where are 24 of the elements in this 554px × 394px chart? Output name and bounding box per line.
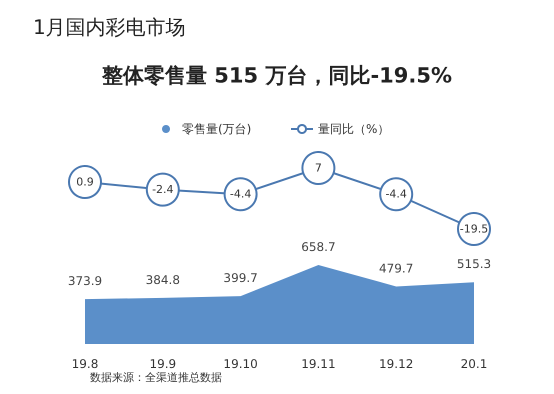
x-tick-label: 19.12 (379, 357, 414, 371)
data-label: 515.3 (456, 257, 492, 272)
point (301, 151, 336, 185)
data-label: 479.7 (379, 261, 414, 276)
legend-label: 零售量(万台) (182, 122, 252, 136)
source-note: 数据来源：全渠道推总数据 (90, 371, 222, 384)
data-label: -4.4 (385, 188, 407, 201)
data-label: -4.4 (230, 188, 252, 201)
x-tick-label: 19.11 (301, 357, 336, 371)
x-tick-label: 20.1 (460, 357, 488, 371)
x-tick-label: 19.8 (72, 357, 98, 371)
data-label: 373.9 (68, 274, 102, 288)
x-tick-label: 19.10 (223, 357, 258, 371)
data-label: 384.8 (146, 272, 180, 287)
data-label: 0.9 (76, 176, 94, 189)
legend-label: 量同比（%） (318, 122, 390, 136)
data-label: 399.7 (223, 271, 258, 286)
chart-subtitle: 整体零售量 515 万台，同比-19.5% (100, 64, 452, 88)
x-tick-label: 19.9 (149, 357, 176, 371)
data-label: 658.7 (301, 240, 336, 254)
data-label: -2.4 (152, 183, 174, 196)
data-label: -19.5 (460, 222, 488, 236)
data-label: 7 (314, 162, 322, 174)
chart-title: 1月国内彩电市场 (33, 15, 186, 39)
